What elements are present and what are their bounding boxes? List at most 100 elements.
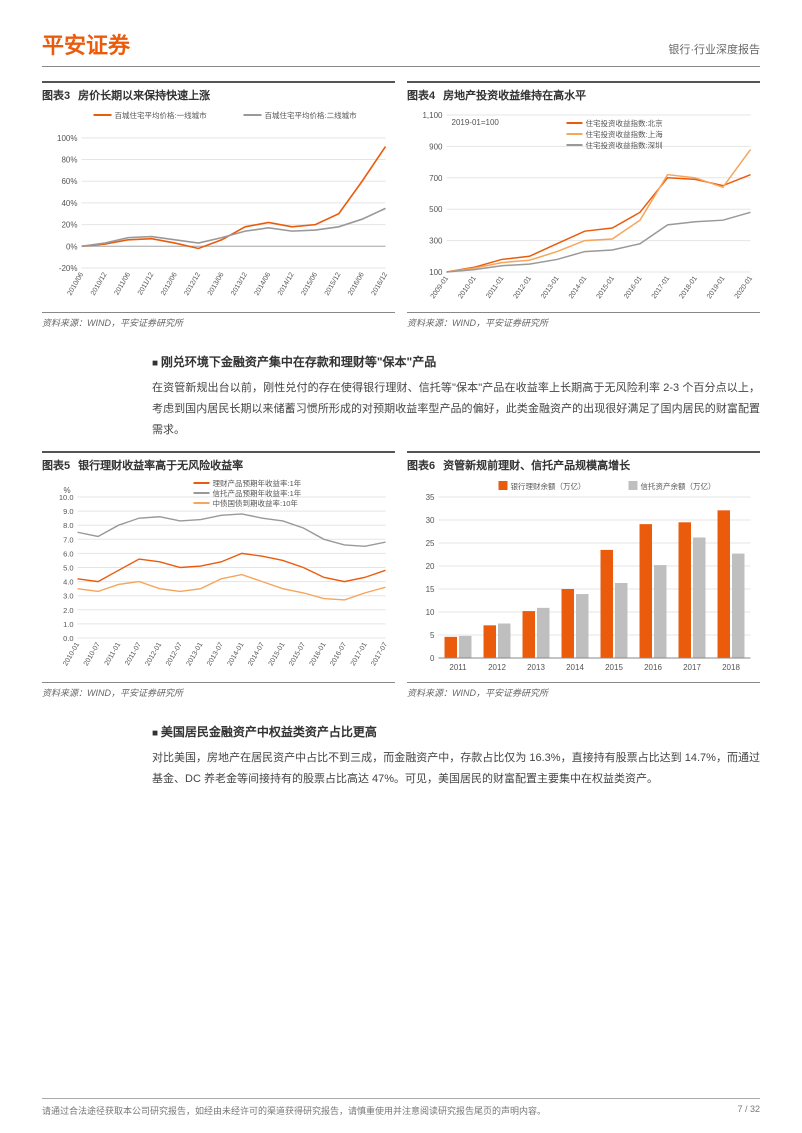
svg-text:40%: 40% (61, 199, 77, 208)
header-divider (42, 66, 760, 67)
svg-text:2017-01: 2017-01 (651, 275, 672, 300)
svg-text:2014-07: 2014-07 (247, 641, 266, 667)
svg-text:1,100: 1,100 (422, 111, 443, 120)
svg-text:900: 900 (429, 142, 443, 151)
svg-text:2018-01: 2018-01 (678, 275, 699, 300)
svg-text:信托资产余额（万亿）: 信托资产余额（万亿） (641, 481, 716, 491)
svg-text:9.0: 9.0 (63, 507, 73, 516)
svg-text:住宅投资收益指数:北京: 住宅投资收益指数:北京 (586, 118, 664, 128)
svg-text:2012: 2012 (488, 663, 506, 672)
chart4-source: 资料来源：WIND，平安证券研究所 (407, 312, 760, 329)
svg-text:2012/12: 2012/12 (183, 271, 202, 297)
svg-text:2010-01: 2010-01 (62, 641, 81, 667)
svg-text:2010/06: 2010/06 (67, 271, 86, 297)
svg-text:2011-07: 2011-07 (124, 641, 143, 666)
section-1: 刚兑环境下金融资产集中在存款和理财等"保本"产品 在资管新规出台以前，刚性兑付的… (152, 353, 760, 441)
chart6: 0510152025303520112012201320142015201620… (407, 475, 760, 680)
svg-text:5.0: 5.0 (63, 563, 73, 572)
section2-body: 对比美国，房地产在居民资产中占比不到三成，而金融资产中，存款占比仅为 16.3%… (152, 748, 760, 790)
svg-text:80%: 80% (61, 156, 77, 165)
svg-text:理财产品预期年收益率:1年: 理财产品预期年收益率:1年 (213, 478, 302, 488)
svg-text:-20%: -20% (59, 264, 78, 273)
svg-text:2014/12: 2014/12 (277, 271, 296, 297)
svg-text:2015-01: 2015-01 (595, 275, 616, 300)
chart4: 1003005007009001,1002009-012010-012011-0… (407, 105, 760, 310)
brand-logo: 平安证券 (42, 28, 130, 60)
svg-text:7.0: 7.0 (63, 535, 73, 544)
footer-disclaimer: 请通过合法途径获取本公司研究报告，如经由未经许可的渠道获得研究报告，请慎重使用并… (42, 1104, 546, 1117)
svg-text:百城住宅平均价格:一线城市: 百城住宅平均价格:一线城市 (115, 110, 208, 120)
svg-text:2010-01: 2010-01 (457, 275, 478, 300)
svg-text:30: 30 (426, 516, 435, 525)
svg-text:2013/06: 2013/06 (207, 271, 226, 297)
section2-heading: 美国居民金融资产中权益类资产占比更高 (152, 723, 760, 740)
svg-text:100: 100 (429, 268, 443, 277)
chart3-title: 房价长期以来保持快速上涨 (78, 87, 210, 103)
svg-text:300: 300 (429, 237, 443, 246)
svg-text:2011-01: 2011-01 (485, 275, 505, 300)
chart4-title: 房地产投资收益维持在高水平 (443, 87, 586, 103)
svg-text:2016-07: 2016-07 (329, 641, 348, 667)
chart3: -20%0%20%40%60%80%100%2010/062010/122011… (42, 105, 395, 310)
svg-text:2013-07: 2013-07 (206, 641, 225, 667)
svg-text:10: 10 (426, 608, 435, 617)
svg-text:8.0: 8.0 (63, 521, 73, 530)
svg-text:25: 25 (426, 539, 435, 548)
svg-text:2012-01: 2012-01 (513, 275, 534, 300)
svg-text:1.0: 1.0 (63, 620, 73, 629)
svg-text:百城住宅平均价格:二线城市: 百城住宅平均价格:二线城市 (265, 110, 358, 120)
svg-text:4.0: 4.0 (63, 577, 73, 586)
chart5-title-bar: 图表5 银行理财收益率高于无风险收益率 (42, 451, 395, 475)
chart6-number: 图表6 (407, 457, 435, 473)
svg-text:500: 500 (429, 205, 443, 214)
section1-heading: 刚兑环境下金融资产集中在存款和理财等"保本"产品 (152, 353, 760, 370)
svg-text:2013/12: 2013/12 (230, 271, 249, 297)
svg-text:2019-01: 2019-01 (706, 275, 727, 300)
svg-text:2015: 2015 (605, 663, 623, 672)
svg-text:2015/06: 2015/06 (300, 271, 319, 297)
svg-text:住宅投资收益指数:上海: 住宅投资收益指数:上海 (586, 129, 664, 139)
svg-text:6.0: 6.0 (63, 549, 73, 558)
svg-text:2016: 2016 (644, 663, 662, 672)
svg-text:2011-01: 2011-01 (104, 641, 123, 666)
svg-text:2017: 2017 (683, 663, 701, 672)
svg-text:中债国债到期收益率:10年: 中债国债到期收益率:10年 (213, 498, 299, 508)
svg-text:20%: 20% (61, 221, 77, 230)
svg-text:2012/06: 2012/06 (160, 271, 179, 297)
svg-text:3.0: 3.0 (63, 591, 73, 600)
svg-text:2014-01: 2014-01 (227, 641, 246, 667)
svg-text:0.0: 0.0 (63, 634, 73, 643)
svg-text:2017-01: 2017-01 (350, 641, 369, 667)
svg-text:2.0: 2.0 (63, 605, 73, 614)
svg-text:2011/12: 2011/12 (137, 271, 156, 296)
svg-text:2011/06: 2011/06 (114, 271, 133, 296)
svg-text:2020-01: 2020-01 (734, 275, 755, 300)
svg-text:住宅投资收益指数:深圳: 住宅投资收益指数:深圳 (586, 140, 663, 150)
chart5-number: 图表5 (42, 457, 70, 473)
chart3-title-bar: 图表3 房价长期以来保持快速上涨 (42, 81, 395, 105)
svg-text:银行理财余额（万亿）: 银行理财余额（万亿） (511, 481, 586, 491)
svg-text:2011: 2011 (449, 663, 467, 672)
svg-text:2010-07: 2010-07 (83, 641, 102, 667)
svg-text:60%: 60% (61, 177, 77, 186)
svg-text:%: % (64, 486, 71, 495)
svg-text:2016/12: 2016/12 (371, 271, 390, 297)
svg-text:2015/12: 2015/12 (324, 271, 343, 297)
svg-text:2013: 2013 (527, 663, 545, 672)
svg-text:2015-07: 2015-07 (288, 641, 307, 667)
header-category: 银行·行业深度报告 (668, 41, 760, 57)
svg-text:2016-01: 2016-01 (623, 275, 644, 300)
svg-text:2015-01: 2015-01 (268, 641, 287, 667)
svg-text:信托产品预期年收益率:1年: 信托产品预期年收益率:1年 (213, 488, 302, 498)
svg-text:2014: 2014 (566, 663, 584, 672)
svg-text:2013-01: 2013-01 (186, 641, 205, 667)
chart4-title-bar: 图表4 房地产投资收益维持在高水平 (407, 81, 760, 105)
svg-text:2010/12: 2010/12 (90, 271, 109, 297)
svg-text:2019-01=100: 2019-01=100 (452, 118, 500, 127)
svg-text:2012-01: 2012-01 (144, 641, 163, 667)
chart5: 0.01.02.03.04.05.06.07.08.09.010.02010-0… (42, 475, 395, 680)
svg-text:20: 20 (426, 562, 435, 571)
section-2: 美国居民金融资产中权益类资产占比更高 对比美国，房地产在居民资产中占比不到三成，… (152, 723, 760, 790)
page-number: 7 / 32 (737, 1104, 760, 1117)
section1-body: 在资管新规出台以前，刚性兑付的存在使得银行理财、信托等"保本"产品在收益率上长期… (152, 378, 760, 441)
